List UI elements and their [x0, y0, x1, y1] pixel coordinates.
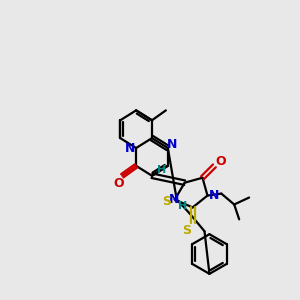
- Text: S: S: [182, 224, 191, 237]
- Text: N: N: [125, 142, 135, 154]
- Text: O: O: [215, 155, 226, 168]
- Text: H: H: [157, 165, 167, 175]
- Text: N: N: [169, 193, 179, 206]
- Text: N: N: [167, 138, 177, 151]
- Text: N: N: [209, 189, 220, 202]
- Text: H: H: [178, 202, 187, 212]
- Text: O: O: [113, 177, 124, 190]
- Text: S: S: [162, 195, 171, 208]
